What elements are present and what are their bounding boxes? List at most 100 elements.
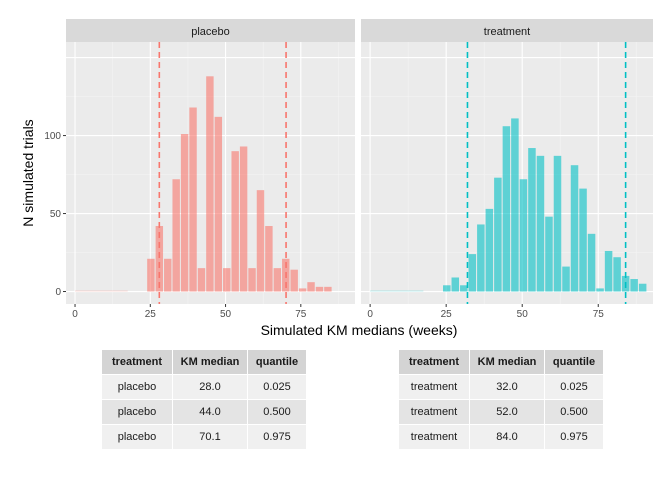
histogram-bar xyxy=(596,288,604,292)
table-row: treatment 84.0 0.975 xyxy=(399,424,604,449)
histogram-bar xyxy=(443,285,451,292)
histogram-bar xyxy=(604,250,613,292)
histogram-bar xyxy=(553,155,562,292)
x-tick-label: 25 xyxy=(145,309,157,320)
y-tick-label: 100 xyxy=(44,131,61,142)
y-tick-label: 50 xyxy=(50,209,62,220)
table-cell: 32.0 xyxy=(469,374,545,400)
column-header: quantile xyxy=(544,350,604,375)
histogram-bar xyxy=(273,268,282,292)
table-cell: 0.025 xyxy=(247,374,307,400)
histogram-bar xyxy=(315,286,324,292)
histogram-bar xyxy=(256,190,265,292)
x-tick-label: 0 xyxy=(72,309,78,320)
histogram-bar xyxy=(485,208,494,292)
table-row: treatment 32.0 0.025 xyxy=(399,374,604,400)
histogram-bar xyxy=(155,226,164,292)
histogram-bar xyxy=(494,177,502,292)
table-cell: treatment xyxy=(399,424,470,449)
histogram-bar xyxy=(536,155,545,292)
histogram-bar xyxy=(298,288,307,292)
column-header: KM median xyxy=(469,350,545,375)
x-tick-label: 50 xyxy=(517,309,529,320)
bars-placebo xyxy=(75,76,332,292)
column-header: treatment xyxy=(102,350,173,375)
histogram-bar xyxy=(451,277,460,292)
histogram-bar xyxy=(307,282,315,292)
histogram-bar xyxy=(630,279,638,292)
x-tick-label: 25 xyxy=(441,309,453,320)
panel-strip-treatment xyxy=(361,19,653,42)
quantile-table-placebo: treatment KM median quantile placebo 28.… xyxy=(102,350,307,449)
table-cell: placebo xyxy=(102,424,173,449)
y-axis-ticks: 0 50 100 xyxy=(44,131,66,298)
histogram-bar xyxy=(265,226,273,292)
table-cell: 0.975 xyxy=(544,424,604,449)
panel-strip-label-placebo: placebo xyxy=(191,26,230,38)
y-tick-label: 0 xyxy=(55,287,61,298)
table-cell: treatment xyxy=(399,374,470,400)
histogram-bar xyxy=(214,116,223,292)
quantile-table-treatment: treatment KM median quantile treatment 3… xyxy=(399,350,604,449)
table-cell: 0.975 xyxy=(247,424,307,449)
y-axis-label: N simulated trials xyxy=(20,119,36,226)
histogram-bar xyxy=(638,283,647,292)
x-tick-label: 75 xyxy=(295,309,307,320)
histogram-bar xyxy=(570,165,579,292)
x-tick-label: 50 xyxy=(220,309,232,320)
histogram-bar xyxy=(468,254,477,292)
histogram-bar xyxy=(147,258,155,292)
table-cell: placebo xyxy=(102,374,173,400)
table-cell: treatment xyxy=(399,399,470,425)
bars-treatment xyxy=(370,118,647,292)
table-row: placebo 70.1 0.975 xyxy=(102,424,307,449)
column-header: KM median xyxy=(172,350,248,375)
histogram-bar xyxy=(511,118,519,292)
table-cell: 0.025 xyxy=(544,374,604,400)
table-row: placebo 44.0 0.500 xyxy=(102,399,307,425)
histogram-bar xyxy=(460,285,468,292)
table-row: treatment 52.0 0.500 xyxy=(399,399,604,425)
panel-strip-label-treatment: treatment xyxy=(484,26,530,38)
histogram-bar xyxy=(477,224,485,292)
histogram-bar xyxy=(562,266,570,292)
histogram-bar xyxy=(290,269,298,292)
histogram-bar xyxy=(248,268,256,292)
histogram-bar xyxy=(164,258,172,292)
histogram-bar xyxy=(579,188,587,292)
histogram-bar xyxy=(172,179,180,292)
histogram-bar xyxy=(502,126,511,292)
table-cell: 70.1 xyxy=(172,424,248,449)
panel-strip-placebo xyxy=(66,19,355,42)
table-cell: 44.0 xyxy=(172,399,248,425)
histogram-bar xyxy=(587,233,596,292)
histogram-bar xyxy=(324,286,332,292)
table-cell: 0.500 xyxy=(247,399,307,425)
x-axis-label: Simulated KM medians (weeks) xyxy=(261,322,458,338)
table-header-row: treatment KM median quantile xyxy=(102,350,307,375)
x-tick-label: 75 xyxy=(593,309,605,320)
histogram-bar xyxy=(528,148,536,292)
table-cell: placebo xyxy=(102,399,173,425)
histogram-bar xyxy=(180,134,189,292)
histogram-bar xyxy=(519,179,528,292)
histogram-bar xyxy=(206,76,214,292)
quantile-lines-treatment xyxy=(466,42,627,304)
histogram-bar xyxy=(545,216,553,292)
table-row: placebo 28.0 0.025 xyxy=(102,374,307,400)
histogram-bar xyxy=(239,146,248,292)
table-cell: 52.0 xyxy=(469,399,545,425)
quantile-lines-placebo xyxy=(158,42,287,304)
table-cell: 84.0 xyxy=(469,424,545,449)
x-tick-label: 0 xyxy=(367,309,373,320)
histogram-bar xyxy=(197,268,206,292)
column-header: treatment xyxy=(399,350,470,375)
table-header-row: treatment KM median quantile xyxy=(399,350,604,375)
histogram-bar xyxy=(613,257,621,292)
x-axis-ticks: 0 25 50 75 0 25 50 75 xyxy=(72,304,604,320)
histogram-bar xyxy=(223,268,231,292)
column-header: quantile xyxy=(247,350,307,375)
histogram-bar xyxy=(189,107,197,292)
table-cell: 28.0 xyxy=(172,374,248,400)
